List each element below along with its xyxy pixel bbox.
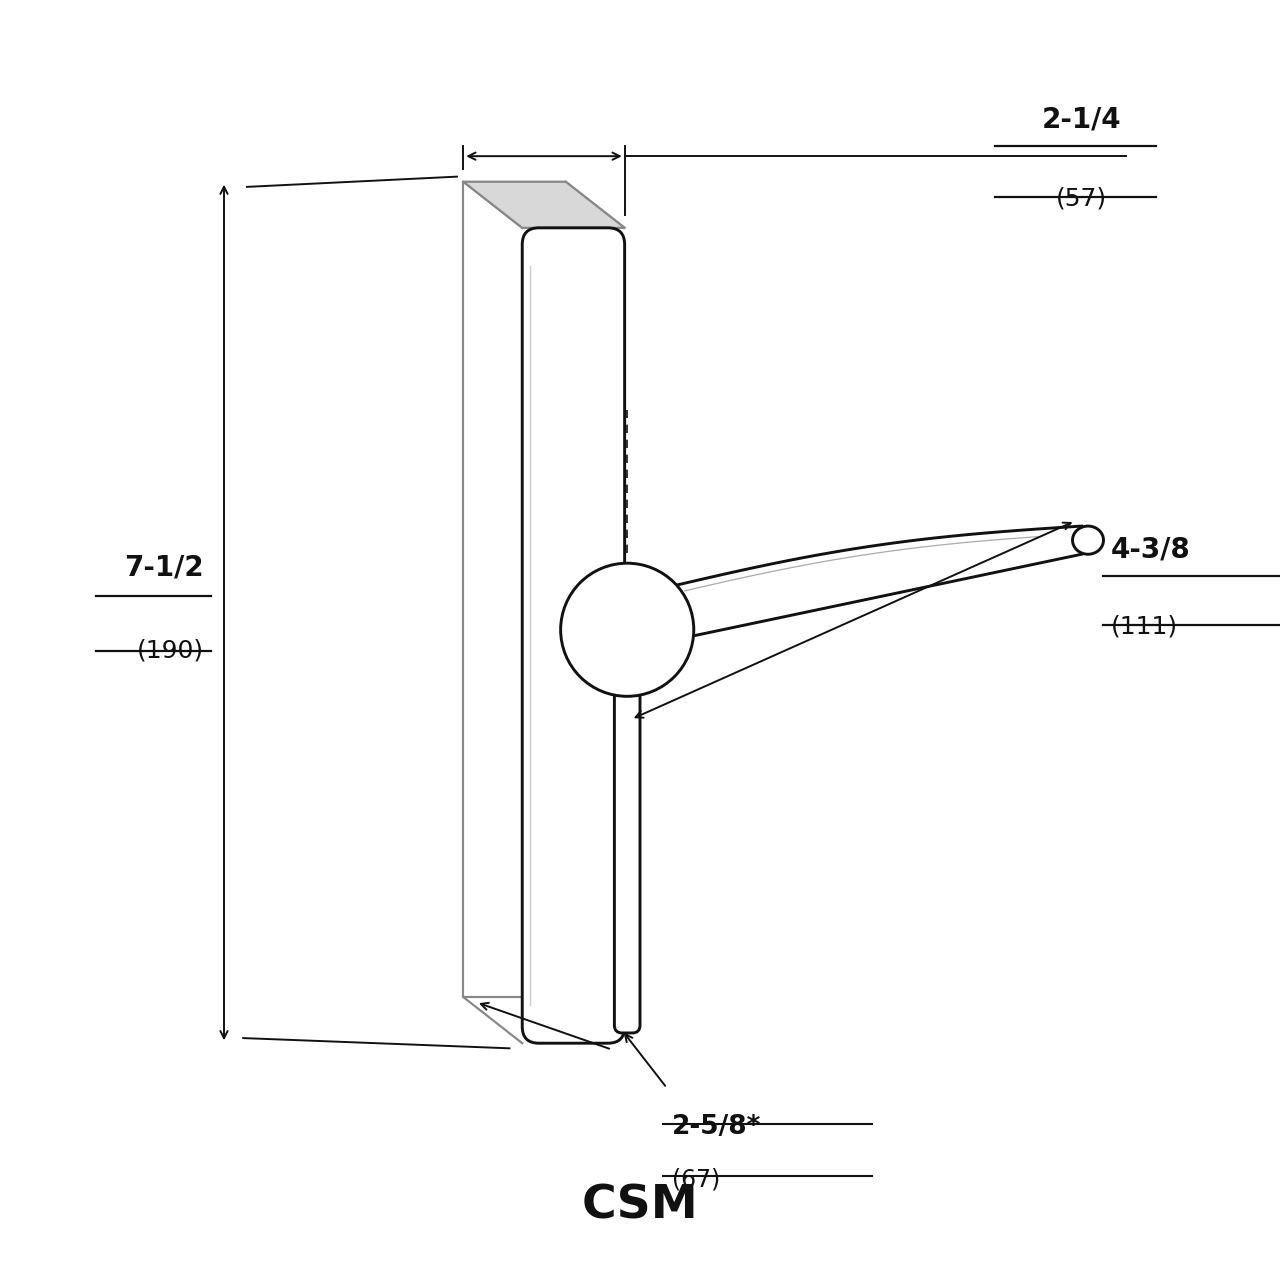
- Text: (57): (57): [1056, 187, 1107, 211]
- Text: 4-3/8: 4-3/8: [1111, 535, 1190, 563]
- Text: (190): (190): [137, 639, 204, 662]
- Text: 7-1/2: 7-1/2: [124, 554, 204, 581]
- Polygon shape: [655, 526, 1082, 644]
- Ellipse shape: [1073, 526, 1103, 554]
- FancyBboxPatch shape: [614, 690, 640, 1033]
- Text: 2-1/4: 2-1/4: [1042, 105, 1121, 133]
- FancyBboxPatch shape: [522, 228, 625, 1043]
- Text: 2-5/8*: 2-5/8*: [672, 1114, 762, 1139]
- Text: (111): (111): [1111, 614, 1178, 639]
- Text: (67): (67): [672, 1167, 721, 1192]
- Circle shape: [561, 563, 694, 696]
- Polygon shape: [463, 182, 625, 228]
- Text: CSM: CSM: [581, 1183, 699, 1229]
